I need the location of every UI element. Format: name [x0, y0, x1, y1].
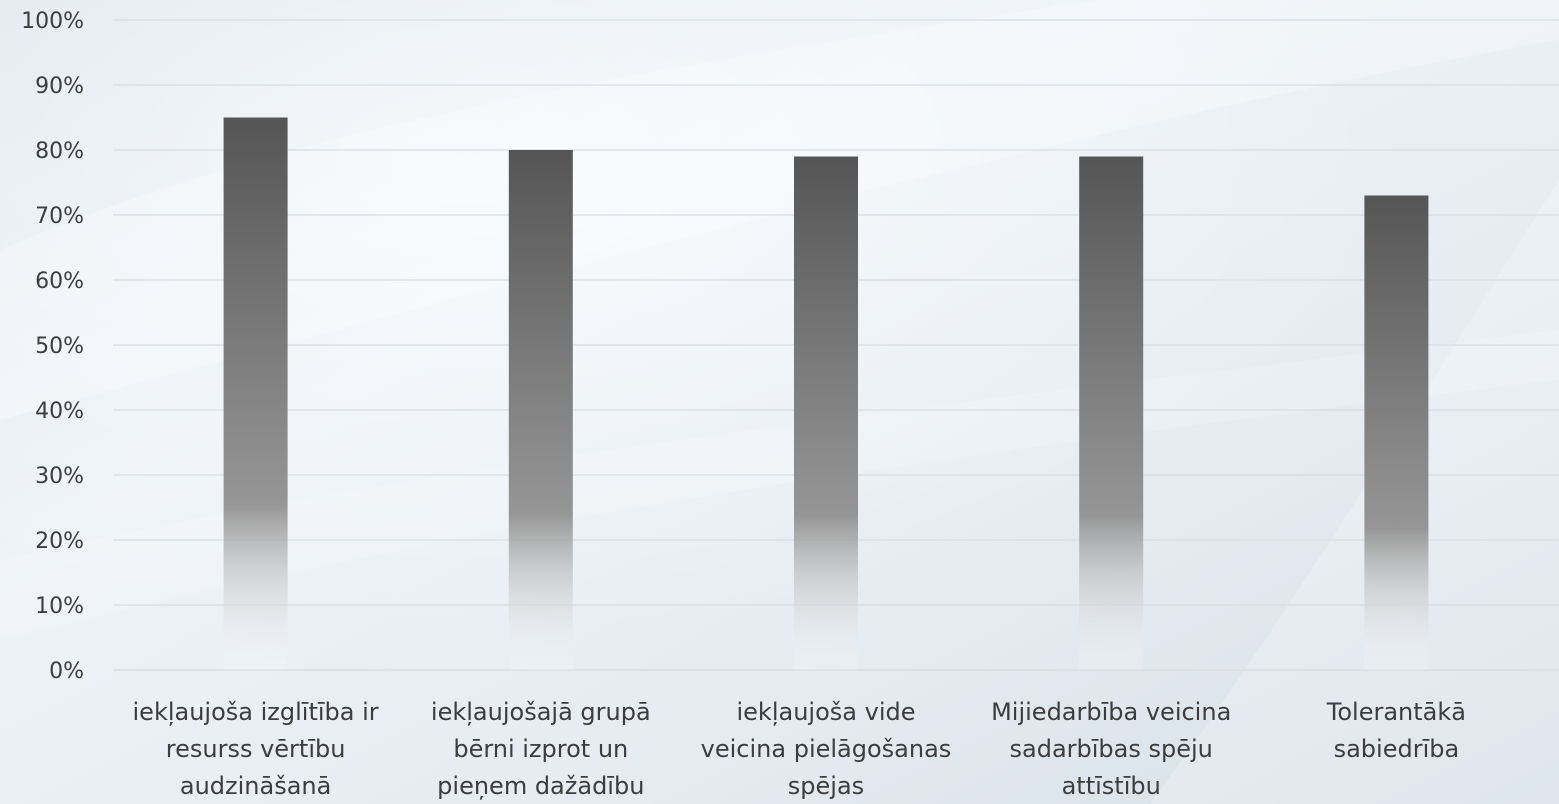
x-category-label-line: iekļaujoša vide: [737, 698, 916, 726]
x-category-label-line: pieņem dažādību: [437, 772, 644, 800]
x-category-label-line: Mijiedarbība veicina: [991, 698, 1231, 726]
y-tick-label: 100%: [21, 9, 84, 34]
x-category-label-line: iekļaujoša izglītība ir: [133, 698, 379, 726]
bar: [223, 117, 288, 670]
y-tick-label: 90%: [35, 74, 84, 99]
x-axis-labels: iekļaujoša izglītība ir resurss vērtību au…: [133, 698, 1466, 800]
y-tick-label: 0%: [49, 659, 84, 684]
x-category-label: iekļaujoša vide veicina pielāgošanas spēja…: [701, 698, 952, 800]
x-category-label-line: Tolerantākā: [1326, 698, 1466, 726]
bar: [1079, 156, 1144, 670]
y-tick-label: 50%: [35, 334, 84, 359]
y-tick-label: 80%: [35, 139, 84, 164]
x-category-label-line: sadarbības spēju: [1010, 735, 1213, 763]
x-category-label-line: veicina pielāgošanas: [701, 735, 952, 763]
y-tick-label: 10%: [35, 594, 84, 619]
bars: [223, 117, 1429, 670]
x-category-label: iekļaujošajā grupā bērni izprot un pieņem …: [431, 698, 651, 800]
y-tick-label: 70%: [35, 204, 84, 229]
bar: [1364, 195, 1429, 670]
y-tick-label: 20%: [35, 529, 84, 554]
x-category-label-line: iekļaujošajā grupā: [431, 698, 651, 726]
x-category-label-line: audzināšanā: [180, 772, 331, 800]
x-category-label: Tolerantākā sabiedrība: [1326, 698, 1466, 763]
x-category-label-line: resurss vērtību: [166, 735, 346, 763]
x-category-label-line: sabiedrība: [1334, 735, 1460, 763]
y-tick-label: 30%: [35, 464, 84, 489]
y-axis-ticks: 0% 10% 20% 30% 40% 50% 60% 70% 80% 90% 100%: [21, 9, 84, 684]
x-category-label-line: attīstību: [1062, 772, 1161, 800]
x-category-label: Mijiedarbība veicina sadarbības spēju attī…: [991, 698, 1231, 800]
x-category-label-line: spējas: [788, 772, 864, 800]
x-category-label: iekļaujoša izglītība ir resurss vērtību au…: [133, 698, 379, 800]
x-category-label-line: bērni izprot un: [453, 735, 628, 763]
y-tick-label: 60%: [35, 269, 84, 294]
y-tick-label: 40%: [35, 399, 84, 424]
bar: [794, 156, 858, 670]
bar: [508, 150, 573, 670]
